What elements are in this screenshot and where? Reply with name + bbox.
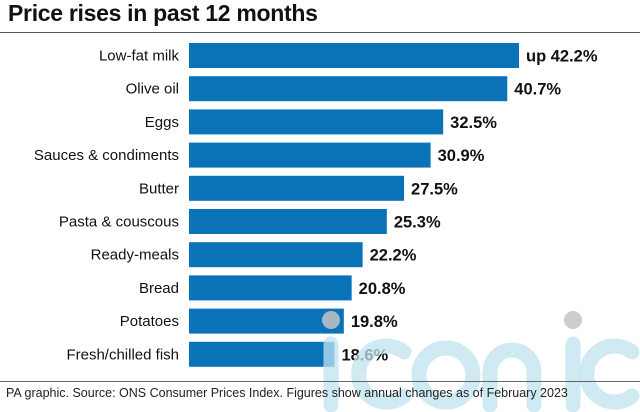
bar-8 — [189, 308, 344, 334]
value-label: 20.8% — [359, 280, 406, 298]
value-label: 22.2% — [370, 247, 417, 265]
category-label: Low-fat milk — [99, 48, 180, 65]
value-label: 18.6% — [341, 346, 388, 364]
source-note: PA graphic. Source: ONS Consumer Prices … — [6, 386, 568, 400]
bar-1 — [189, 76, 508, 102]
category-label: Sauces & condiments — [34, 147, 179, 164]
category-label: Pasta & couscous — [59, 214, 179, 231]
bar-7 — [189, 275, 352, 301]
bar-5 — [189, 209, 387, 234]
value-label: 40.7% — [514, 81, 561, 99]
chart-title: Price rises in past 12 months — [8, 0, 318, 26]
bar-2 — [189, 109, 444, 135]
category-label: Potatoes — [120, 313, 179, 330]
title-divider — [0, 32, 640, 33]
bar-6 — [189, 242, 363, 268]
footer-divider — [0, 381, 640, 382]
value-label: 19.8% — [351, 313, 398, 331]
category-label: Bread — [139, 280, 179, 297]
category-label: Butter — [139, 180, 179, 197]
value-label: up 42.2% — [526, 48, 598, 66]
value-label: 25.3% — [394, 214, 441, 232]
value-label: 30.9% — [438, 147, 485, 165]
bar-0 — [189, 43, 519, 68]
category-label: Olive oil — [126, 81, 179, 98]
category-label: Ready-meals — [91, 247, 179, 264]
category-label: Fresh/chilled fish — [66, 346, 179, 363]
bar-4 — [189, 175, 405, 201]
bar-9 — [189, 341, 335, 367]
value-label: 27.5% — [411, 180, 458, 198]
category-label: Eggs — [145, 114, 179, 131]
value-label: 32.5% — [450, 114, 497, 132]
bar-3 — [189, 142, 431, 168]
